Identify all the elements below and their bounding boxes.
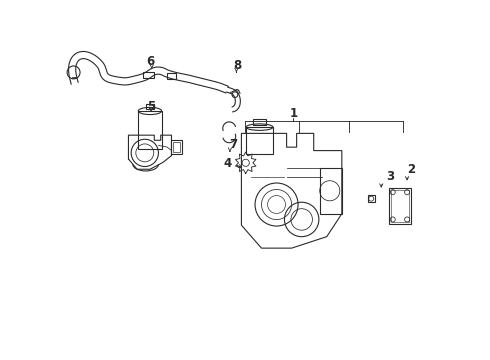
Bar [143, 72, 153, 78]
Bar [172, 140, 182, 154]
Bar [392, 190, 409, 222]
Text: 3: 3 [386, 170, 394, 183]
Bar [246, 127, 273, 154]
Bar [253, 118, 266, 125]
Bar [320, 168, 342, 214]
Bar [146, 104, 154, 109]
Text: 6: 6 [146, 55, 154, 68]
Text: 8: 8 [234, 59, 242, 72]
Bar [138, 111, 162, 149]
Text: 4: 4 [223, 157, 231, 170]
Text: 2: 2 [407, 163, 415, 176]
Text: 1: 1 [290, 107, 297, 120]
Bar [167, 73, 176, 78]
Bar [173, 142, 180, 152]
Text: 7: 7 [229, 138, 238, 150]
Bar [389, 188, 411, 224]
Text: 5: 5 [147, 100, 155, 113]
Bar [368, 195, 375, 202]
